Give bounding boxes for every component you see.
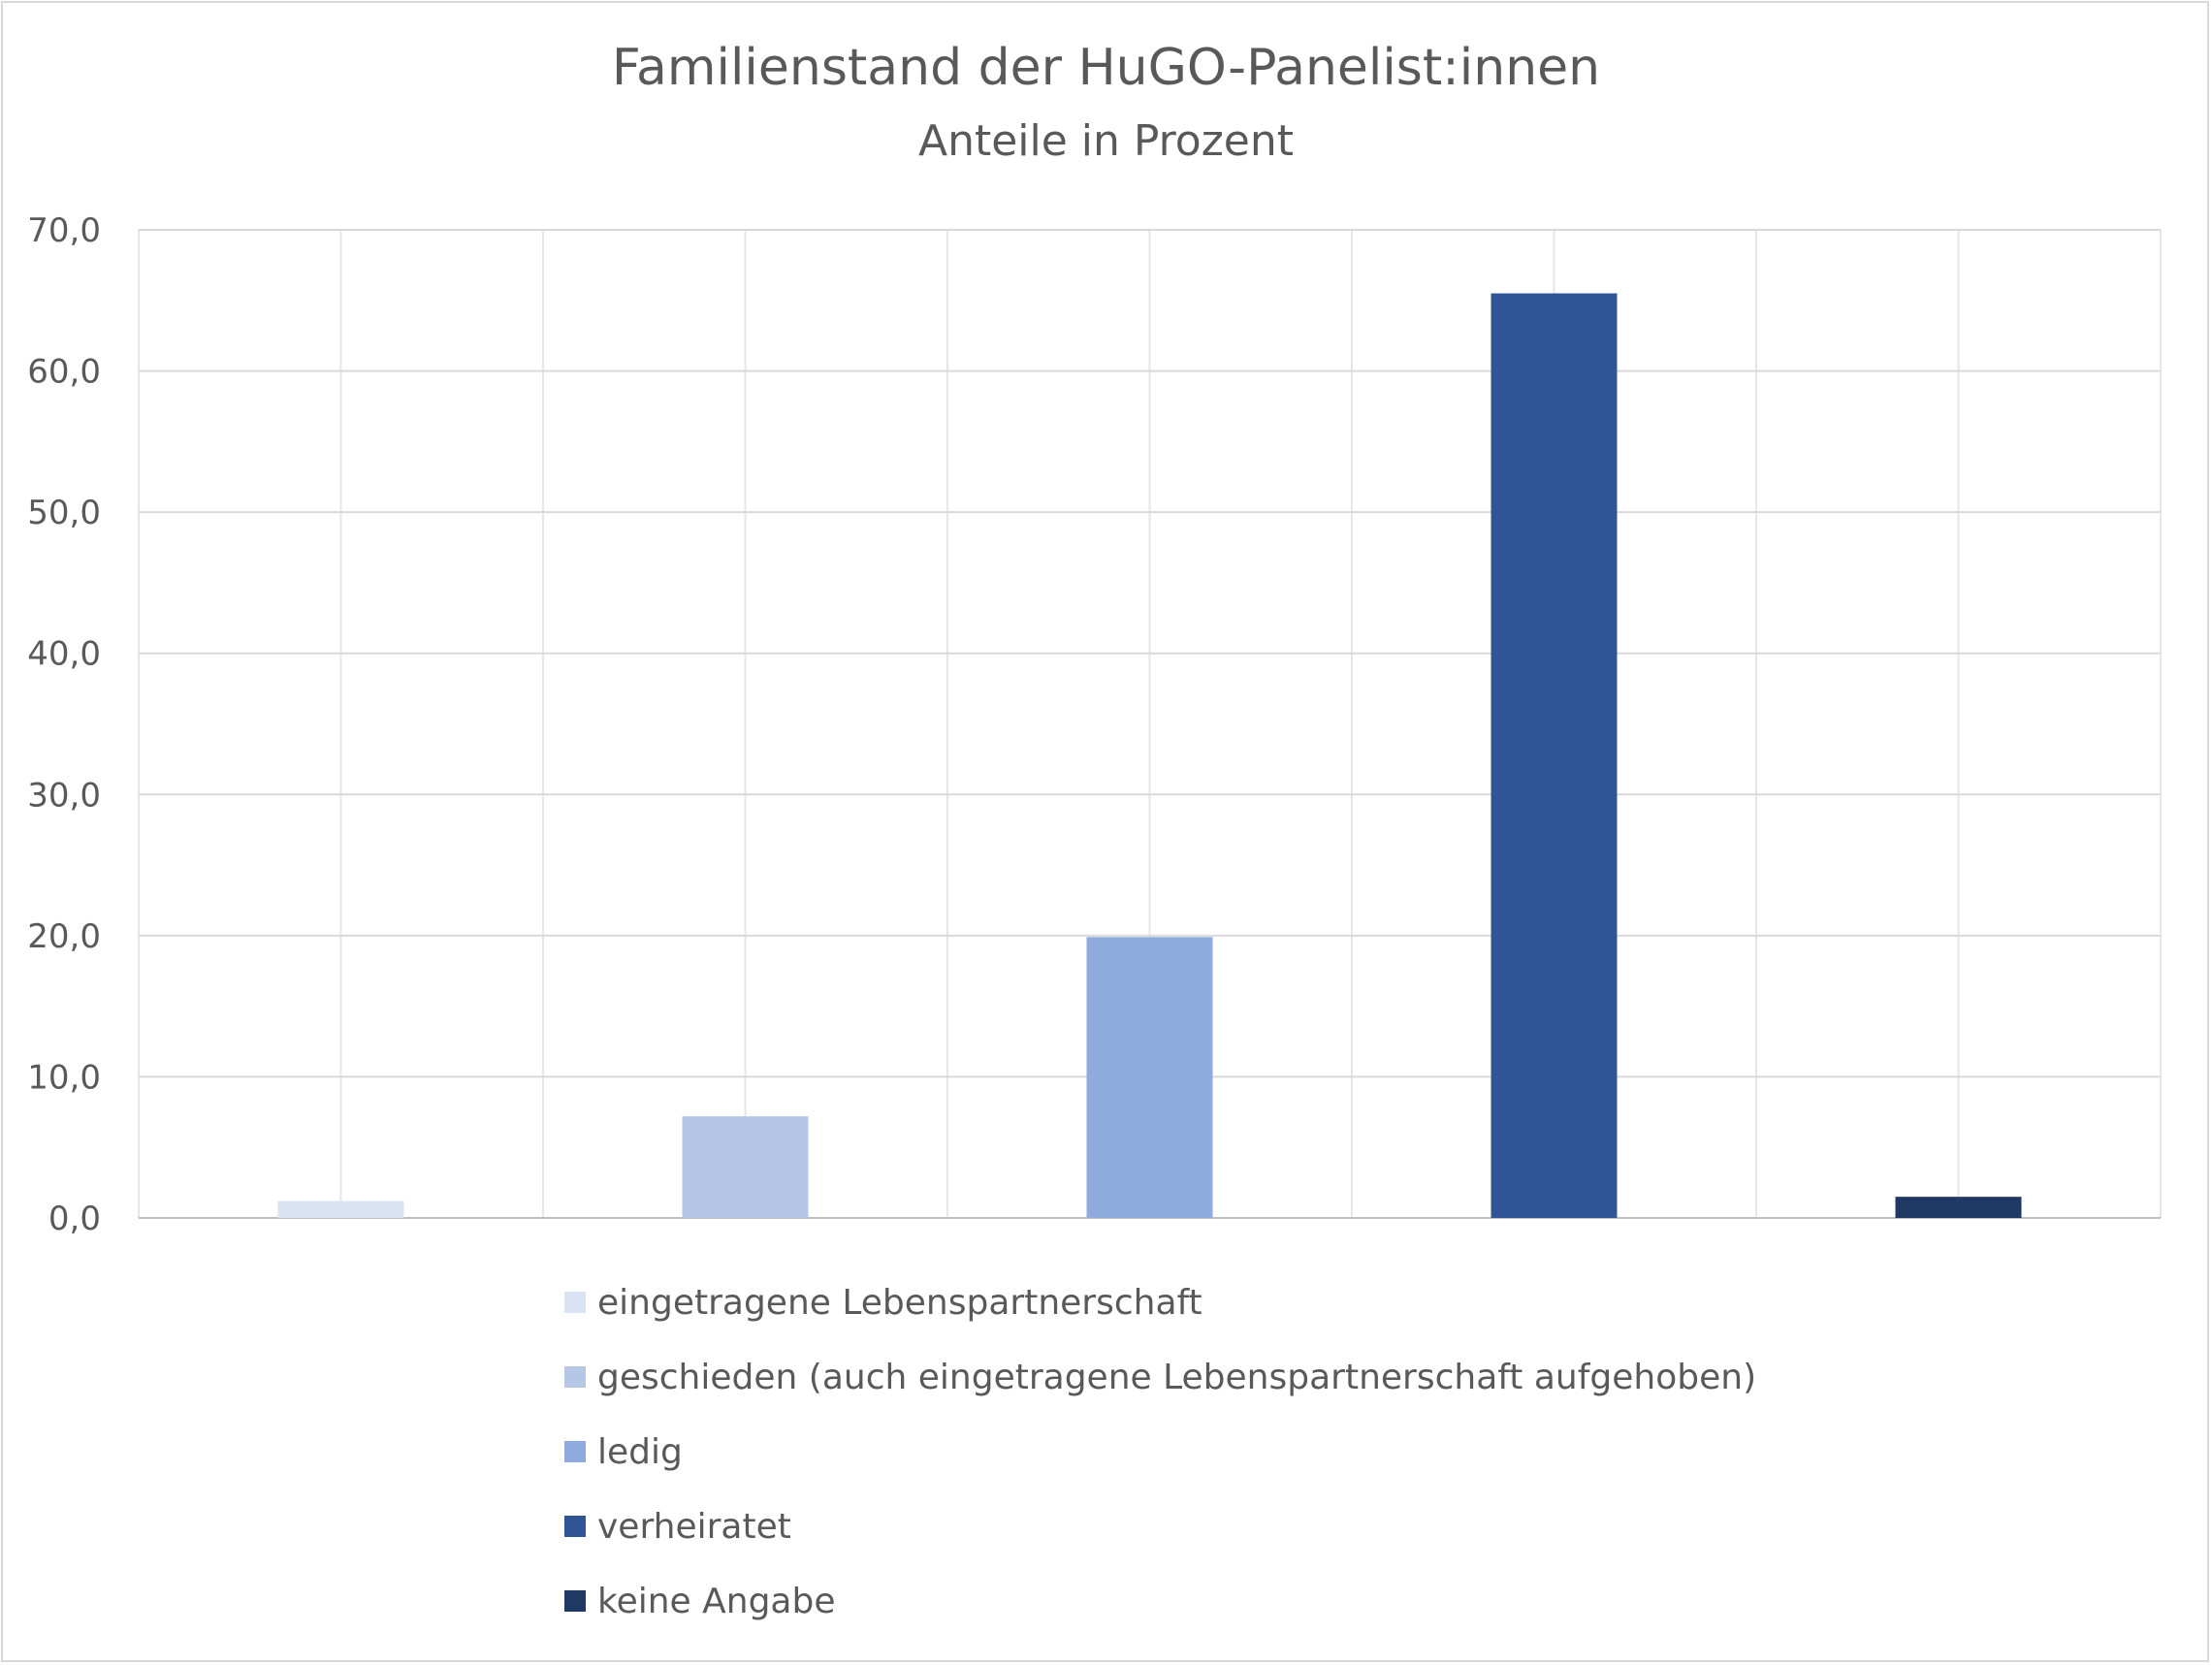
legend-item: eingetragene Lebenspartnerschaft (564, 1278, 1756, 1327)
legend-label: ledig (597, 1431, 683, 1472)
y-tick-label: 70,0 (27, 211, 101, 250)
y-tick-label: 30,0 (27, 776, 101, 815)
legend-label: verheiratet (597, 1506, 791, 1547)
bar-1 (277, 1201, 404, 1218)
legend-swatch (564, 1292, 586, 1313)
legend-label: eingetragene Lebenspartnerschaft (597, 1282, 1202, 1323)
y-tick-label: 50,0 (27, 494, 101, 532)
chart-title: Familienstand der HuGO-Panelist:innen (611, 39, 1601, 97)
legend-swatch (564, 1590, 586, 1612)
y-tick-label: 60,0 (27, 353, 101, 392)
legend-item: geschieden (auch eingetragene Lebenspart… (564, 1353, 1756, 1401)
chart-subtitle: Anteile in Prozent (917, 116, 1295, 166)
y-tick-label: 0,0 (48, 1200, 101, 1238)
legend-swatch (564, 1516, 586, 1537)
legend-item: keine Angabe (564, 1577, 1756, 1625)
legend-item: verheiratet (564, 1502, 1756, 1551)
bar-4 (1491, 293, 1618, 1218)
legend-label: keine Angabe (597, 1581, 836, 1621)
y-tick-label: 20,0 (27, 917, 101, 956)
legend-item: ledig (564, 1427, 1756, 1476)
legend-label: geschieden (auch eingetragene Lebenspart… (597, 1357, 1757, 1397)
y-tick-label: 40,0 (27, 635, 101, 674)
y-tick-label: 10,0 (27, 1058, 101, 1097)
legend: eingetragene Lebenspartnerschaft geschied… (564, 1278, 1756, 1651)
legend-swatch (564, 1366, 586, 1388)
bar-2 (682, 1116, 809, 1218)
bar-3 (1086, 937, 1213, 1218)
bar-5 (1895, 1197, 2022, 1218)
legend-swatch (564, 1441, 586, 1462)
